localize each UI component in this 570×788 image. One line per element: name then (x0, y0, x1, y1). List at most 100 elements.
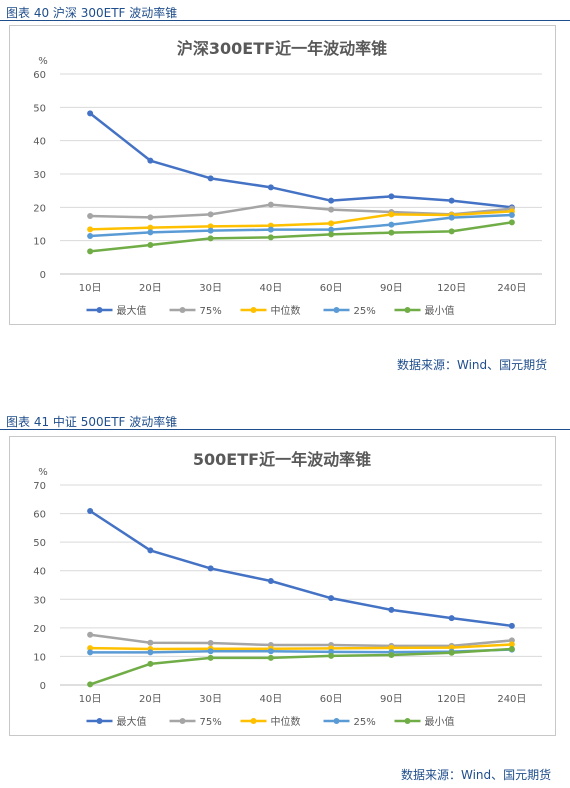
series-line (90, 210, 512, 231)
y-tick-label: 60 (33, 70, 46, 81)
x-tick-label: 240日 (497, 283, 526, 294)
data-point (147, 229, 154, 236)
data-point (328, 220, 335, 227)
data-point (87, 649, 94, 656)
data-point (147, 649, 154, 656)
data-point (448, 615, 455, 622)
legend-label: 25% (354, 717, 376, 728)
data-point (207, 654, 214, 661)
data-point (207, 175, 214, 182)
data-point (147, 547, 154, 554)
data-point (448, 214, 455, 221)
data-source: 数据来源：Wind、国元期货 (401, 768, 552, 782)
series-line (90, 213, 512, 238)
x-tick-label: 60日 (320, 694, 343, 705)
data-point (267, 654, 274, 661)
legend-marker (179, 718, 186, 724)
series-line (90, 643, 512, 651)
series-line (89, 509, 513, 628)
chart-svg: 500ETF近一年波动率锥% 0 10 20 30 40 50 60 70 10日 20日 30日 40… (33, 450, 542, 728)
data-point (388, 606, 395, 613)
data-point (388, 644, 395, 651)
y-tick-label: 0 (40, 270, 46, 281)
data-point (147, 639, 154, 646)
legend-label: 中位数 (271, 715, 301, 728)
data-point (388, 221, 395, 228)
x-tick-label: 10日 (79, 283, 102, 294)
data-point (207, 227, 214, 234)
legend-marker (179, 307, 186, 313)
x-tick-label: 20日 (139, 694, 162, 705)
y-tick-label: 10 (33, 652, 46, 663)
chart-svg: 沪深300ETF近一年波动率锥% 0 10 20 30 40 50 60 10日 20日 30日 40… (33, 39, 542, 317)
chart-panel: 500ETF近一年波动率锥% 0 10 20 30 40 50 60 70 10日 20日 30日 40… (9, 436, 556, 736)
legend-marker (333, 307, 340, 313)
legend-marker (404, 718, 411, 724)
legend-label: 75% (200, 717, 222, 728)
data-point (267, 578, 274, 584)
data-point (207, 565, 214, 572)
data-point (267, 234, 274, 241)
legend-label: 75% (200, 306, 222, 317)
y-tick-label: 30 (33, 595, 46, 606)
legend-marker (96, 718, 103, 724)
series-line (89, 221, 513, 253)
data-point (388, 229, 395, 236)
legend-marker (404, 307, 411, 313)
data-point (207, 640, 214, 646)
series-line (89, 633, 512, 648)
data-point (328, 226, 335, 233)
data-point (87, 213, 94, 219)
data-point (207, 235, 214, 242)
data-point (207, 211, 214, 218)
chart-title: 沪深300ETF近一年波动率锥 (177, 39, 387, 58)
data-point (267, 201, 274, 208)
x-tick-label: 40日 (260, 283, 283, 294)
data-point (508, 212, 515, 218)
y-tick-label: 60 (33, 510, 46, 521)
data-point (87, 248, 94, 255)
x-tick-label: 60日 (320, 283, 343, 294)
y-tick-label: 70 (33, 481, 46, 492)
legend-label: 最大值 (117, 715, 147, 728)
y-axis-label: % (38, 56, 48, 67)
data-point (388, 211, 395, 218)
data-point (87, 631, 94, 638)
y-tick-label: 50 (33, 103, 46, 114)
data-point (508, 219, 515, 226)
data-point (147, 660, 154, 667)
y-tick-label: 0 (40, 681, 46, 692)
series-line (89, 647, 512, 686)
data-point (87, 645, 94, 652)
data-point (267, 648, 274, 655)
legend-label: 最小值 (425, 715, 455, 728)
legend-label: 最大值 (117, 304, 147, 317)
data-point (147, 242, 154, 248)
legend-marker (250, 307, 257, 313)
data-point (147, 214, 154, 221)
data-point (267, 226, 274, 233)
data-point (328, 197, 335, 204)
chart-title: 500ETF近一年波动率锥 (193, 450, 371, 469)
x-tick-label: 90日 (380, 283, 403, 294)
y-tick-label: 40 (33, 137, 46, 148)
data-point (328, 206, 335, 213)
data-point (448, 197, 455, 204)
legend-marker (333, 718, 340, 724)
data-point (87, 110, 94, 117)
x-tick-label: 90日 (380, 694, 403, 705)
data-point (328, 652, 335, 659)
y-tick-label: 30 (33, 170, 46, 181)
data-point (87, 233, 94, 239)
legend-marker (250, 718, 257, 724)
x-tick-label: 120日 (437, 283, 466, 294)
legend-marker (96, 307, 103, 313)
data-point (87, 508, 94, 514)
legend-label: 中位数 (271, 304, 301, 317)
y-tick-label: 40 (33, 567, 46, 578)
x-tick-label: 120日 (437, 694, 466, 705)
data-point (508, 641, 515, 648)
x-tick-label: 30日 (199, 283, 222, 294)
data-source: 数据来源：Wind、国元期货 (397, 358, 548, 372)
data-point (87, 681, 94, 688)
